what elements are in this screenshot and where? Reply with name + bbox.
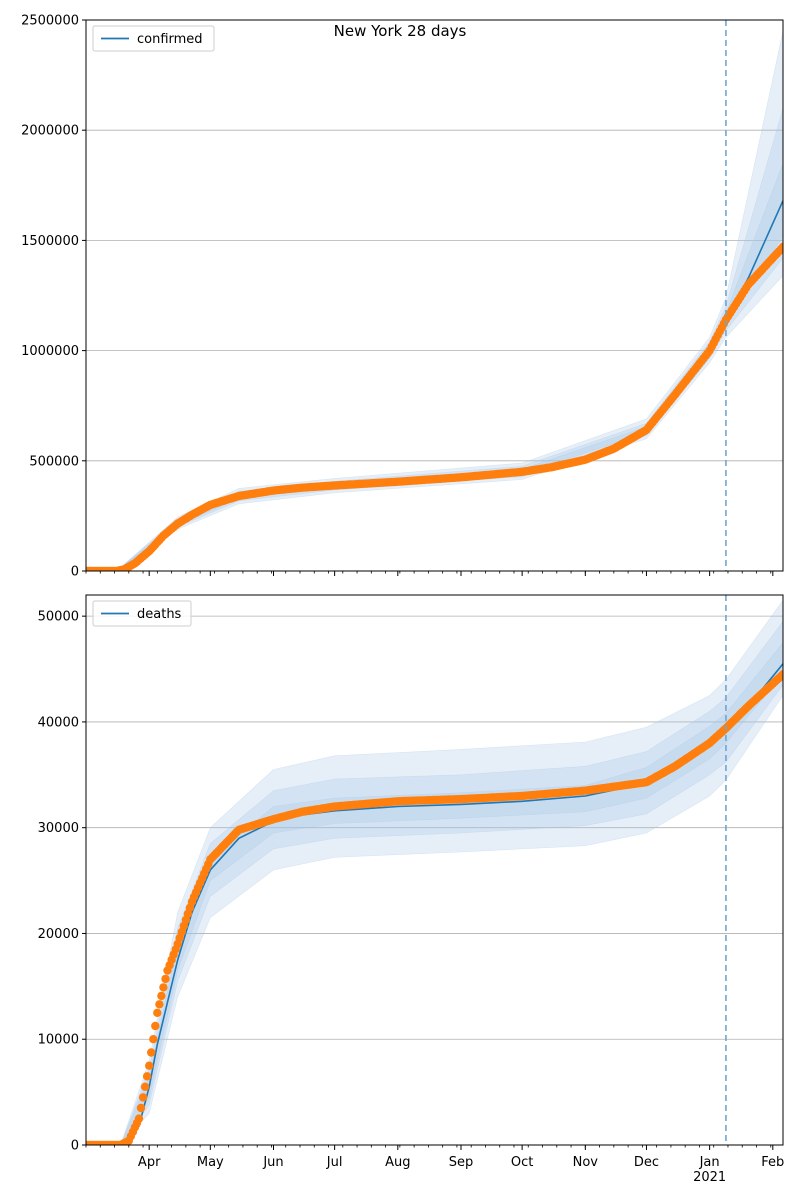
y-tick-label: 30000 [38, 821, 79, 836]
uncertainty-band-2 [86, 108, 783, 571]
x-tick-label: Oct [511, 1155, 533, 1170]
x-tick-label: May [197, 1155, 224, 1170]
legend-box [92, 25, 215, 52]
y-tick-label: 2000000 [21, 124, 79, 139]
x-tick-label: Sep [449, 1155, 474, 1170]
x-tick-label: Jun [262, 1155, 283, 1170]
x-year-label: 2021 [693, 1170, 726, 1185]
observed-point [149, 1035, 158, 1044]
observed-point [161, 974, 170, 984]
x-tick-label: Dec [634, 1155, 659, 1170]
y-tick-label: 40000 [38, 715, 79, 730]
legend-label: deaths [137, 607, 182, 622]
observed-point [140, 1082, 150, 1092]
plot-area [86, 30, 783, 571]
legend-box [92, 600, 192, 627]
uncertainty-band-2 [86, 620, 783, 1145]
plot-area [86, 599, 783, 1145]
y-tick-label: 0 [71, 565, 79, 580]
observed-point [157, 991, 166, 1001]
observed-point [153, 1008, 162, 1017]
y-tick-label: 500000 [29, 454, 79, 469]
x-tick-label: Nov [573, 1155, 599, 1170]
uncertainty-band-1 [86, 30, 783, 571]
observed-point [136, 1103, 146, 1113]
legend-label: confirmed [137, 32, 203, 47]
axes-frame [85, 19, 784, 572]
x-tick-label: Jan [699, 1155, 720, 1170]
x-tick-label: Jul [326, 1155, 343, 1170]
uncertainty-band-3 [86, 163, 783, 571]
y-tick-label: 10000 [38, 1033, 79, 1048]
x-tick-label: Feb [761, 1155, 784, 1170]
x-tick-label: Apr [138, 1155, 161, 1170]
observed-point [778, 670, 783, 679]
observed-point [155, 1000, 164, 1009]
legend: deaths [92, 600, 192, 627]
y-tick-label: 1500000 [21, 234, 79, 249]
legend: confirmed [92, 25, 215, 52]
x-tick-label: Aug [385, 1155, 410, 1170]
uncertainty-band-1 [86, 599, 783, 1145]
observed-point [147, 1048, 156, 1057]
observed-point [145, 1061, 154, 1070]
y-tick-label: 20000 [38, 927, 79, 942]
y-tick-label: 2500000 [21, 14, 79, 29]
axes-frame [85, 594, 784, 1146]
confirmed-panel: 0 500000 1000000 1500000 2000000 2500000 confi… [21, 14, 784, 580]
y-tick-label: 1000000 [21, 344, 79, 359]
y-tick-label: 50000 [38, 610, 79, 625]
observed-point [138, 1093, 148, 1102]
observed-point [151, 1021, 160, 1031]
observed-point [778, 242, 783, 252]
deaths-panel: 0 10000 20000 30000 40000 50000 Apr May Jun Jul Au… [38, 594, 784, 1185]
observed-point [142, 1072, 152, 1081]
observed-point [134, 1114, 144, 1123]
figure-title: New York 28 days [333, 22, 467, 40]
y-tick-label: 0 [71, 1139, 79, 1154]
observed-point [159, 983, 168, 992]
